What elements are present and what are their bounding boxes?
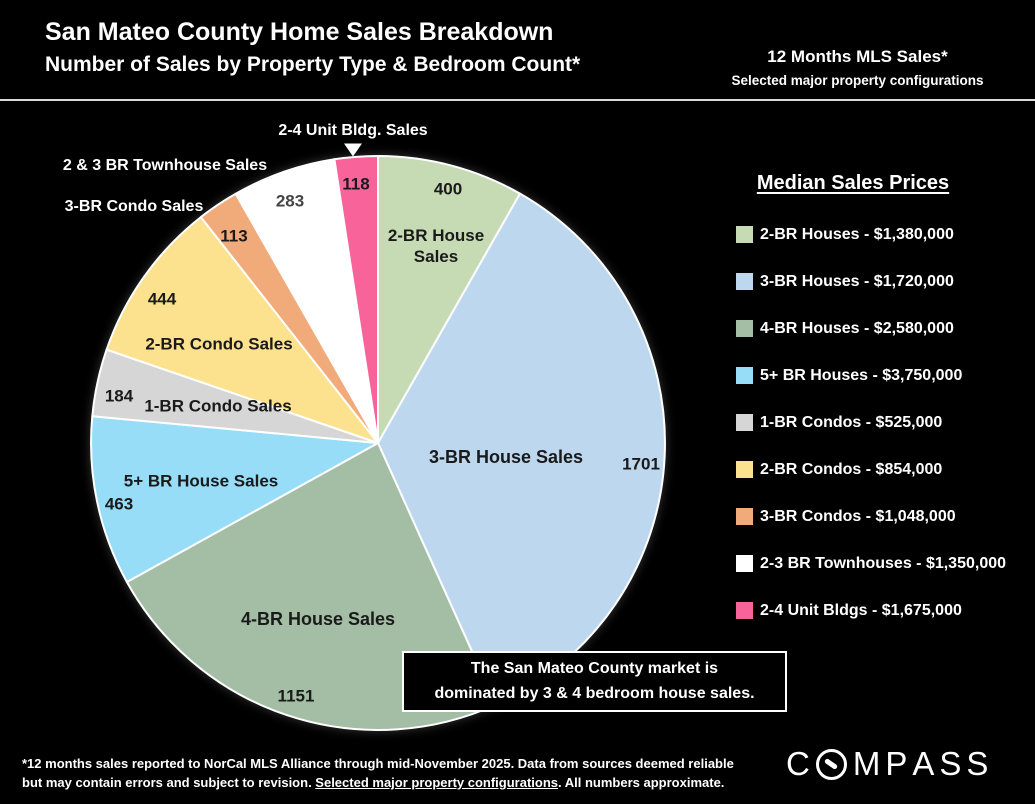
legend-item: 2-4 Unit Bldgs - $1,675,000: [736, 602, 1006, 619]
legend-item: 1-BR Condos - $525,000: [736, 414, 1006, 431]
callout-box: The San Mateo County market is dominated…: [402, 651, 787, 712]
slice-name-label-2-br-house-sales: 2-BR House Sales: [387, 225, 485, 266]
legend-label: 4-BR Houses - $2,580,000: [760, 319, 954, 337]
legend-swatch: [736, 320, 753, 337]
slice-name-label-1-br-condo-sales: 1-BR Condo Sales: [144, 396, 292, 416]
header-divider: [0, 99, 1035, 101]
legend-swatch: [736, 273, 753, 290]
legend-label: 2-BR Condos - $854,000: [760, 460, 943, 478]
legend-swatch: [736, 602, 753, 619]
legend-item: 2-BR Condos - $854,000: [736, 461, 1006, 478]
logo-letter: P: [885, 745, 913, 782]
footnote-line1: *12 months sales reported to NorCal MLS …: [22, 756, 734, 771]
legend-item: 2-3 BR Townhouses - $1,350,000: [736, 555, 1006, 572]
slice-value-label-4-br-house-sales: 1151: [277, 686, 315, 706]
slice-value-label-1-br-condo-sales: 184: [104, 386, 134, 406]
callout-arrow-icon: [344, 143, 362, 157]
slice-name-label-2-3-br-townhouse-sales: 2 & 3 BR Townhouse Sales: [62, 157, 268, 174]
legend-label: 5+ BR Houses - $3,750,000: [760, 366, 963, 384]
legend-swatch: [736, 555, 753, 572]
compass-o-icon: [815, 748, 847, 780]
callout-line2: dominated by 3 & 4 bedroom house sales.: [434, 684, 755, 702]
legend-label: 2-BR Houses - $1,380,000: [760, 225, 954, 243]
slice-name-label-3-br-condo-sales: 3-BR Condo Sales: [64, 198, 204, 215]
logo-letter: M: [852, 745, 886, 782]
legend-swatch: [736, 508, 753, 525]
sales-period-label: 12 Months MLS Sales*: [767, 47, 948, 66]
slice-value-label-3-br-house-sales: 1701: [622, 454, 660, 474]
legend-swatch: [736, 414, 753, 431]
slice-value-label-2-br-house-sales: 400: [433, 179, 463, 199]
pie-slice-5plus-br-house-sales: [90, 415, 379, 583]
logo-letter: S: [966, 745, 994, 782]
legend-label: 1-BR Condos - $525,000: [760, 413, 943, 431]
slice-value-label-2-br-condo-sales: 444: [147, 289, 177, 309]
legend-item: 5+ BR Houses - $3,750,000: [736, 367, 1006, 384]
legend: 2-BR Houses - $1,380,000 3-BR Houses - $1…: [736, 226, 1006, 649]
legend-swatch: [736, 367, 753, 384]
legend-label: 2-4 Unit Bldgs - $1,675,000: [760, 601, 962, 619]
logo-letter: S: [939, 745, 967, 782]
slice-value-label-2-4-unit-bldg-sales: 118: [342, 174, 370, 194]
callout-line1: The San Mateo County market is: [470, 660, 719, 677]
configurations-label: Selected major property configurations: [731, 73, 984, 88]
slice-name-label-5plus-br-house-sales: 5+ BR House Sales: [123, 471, 279, 491]
footnote: *12 months sales reported to NorCal MLS …: [22, 755, 734, 793]
page-subtitle: Number of Sales by Property Type & Bedro…: [45, 53, 581, 76]
slice-value-label-5plus-br-house-sales: 463: [104, 494, 134, 514]
legend-swatch: [736, 226, 753, 243]
page-title: San Mateo County Home Sales Breakdown: [45, 18, 554, 46]
legend-label: 3-BR Houses - $1,720,000: [760, 272, 954, 290]
pie-slice-2-4-unit-bldg-sales: [333, 154, 379, 444]
slice-name-label-2-br-condo-sales: 2-BR Condo Sales: [145, 334, 293, 354]
pie-slice-2-br-condo-sales: [105, 216, 379, 444]
slice-name-label-2-4-unit-bldg-sales: 2-4 Unit Bldg. Sales: [278, 122, 428, 139]
legend-item: 3-BR Condos - $1,048,000: [736, 508, 1006, 525]
legend-item: 2-BR Houses - $1,380,000: [736, 226, 1006, 243]
slice-value-label-2-3-br-townhouse-sales: 283: [275, 191, 305, 211]
pie-slice-2-br-house-sales: [377, 155, 521, 444]
legend-label: 3-BR Condos - $1,048,000: [760, 507, 956, 525]
slice-value-label-3-br-condo-sales: 113: [220, 226, 248, 246]
slice-name-label-3-br-house-sales: 3-BR House Sales: [428, 446, 584, 467]
legend-item: 3-BR Houses - $1,720,000: [736, 273, 1006, 290]
legend-title: Median Sales Prices: [756, 172, 950, 194]
footnote-line2: but may contain errors and subject to re…: [22, 774, 725, 790]
slice-name-label-4-br-house-sales: 4-BR House Sales: [240, 608, 396, 629]
logo-letter: A: [912, 745, 940, 782]
header-right: 12 Months MLS Sales* Selected major prop…: [690, 47, 1025, 88]
legend-swatch: [736, 461, 753, 478]
footnote-underlined-text: Selected major property configurations: [315, 774, 559, 790]
logo-letter: C: [786, 745, 815, 782]
legend-label: 2-3 BR Townhouses - $1,350,000: [760, 554, 1007, 572]
legend-item: 4-BR Houses - $2,580,000: [736, 320, 1006, 337]
